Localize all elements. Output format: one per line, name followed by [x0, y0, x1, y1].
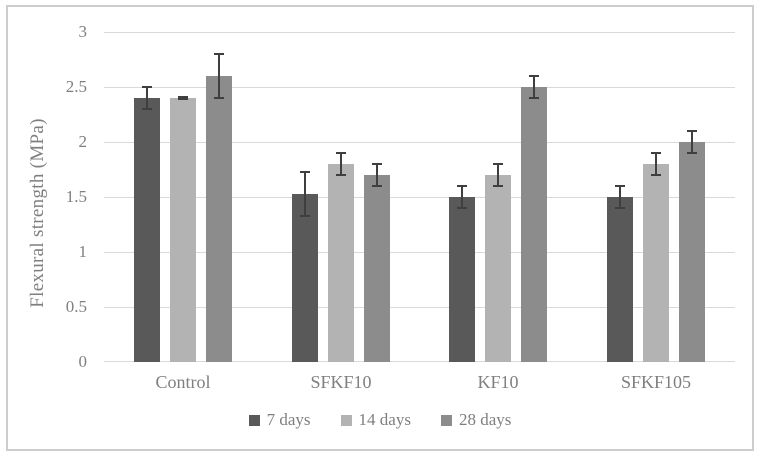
plot-area [104, 32, 735, 362]
error-bar-cap [529, 97, 539, 99]
error-bar-cap [457, 185, 467, 187]
error-bar [218, 54, 220, 98]
error-bar [376, 164, 378, 186]
error-bar [146, 87, 148, 109]
gridline [104, 197, 735, 198]
x-category-label: Control [155, 372, 211, 392]
error-bar-cap [214, 53, 224, 55]
error-bar-cap [300, 171, 310, 173]
error-bar-cap [615, 207, 625, 209]
legend-swatch-icon [440, 414, 452, 426]
error-bar-cap [336, 152, 346, 154]
bar-28-days [679, 142, 705, 362]
error-bar-cap [372, 185, 382, 187]
legend-swatch-icon [248, 414, 260, 426]
legend: 7 days 14 days 28 days [8, 410, 752, 430]
bar-7-days [607, 197, 633, 362]
error-bar [655, 153, 657, 175]
legend-label: 7 days [266, 410, 311, 429]
y-tick-label: 1 [78, 242, 88, 261]
legend-item: 7 days [248, 410, 311, 430]
bar-28-days [521, 87, 547, 362]
x-category-label: KF10 [477, 372, 519, 392]
error-bar-cap [651, 174, 661, 176]
legend-label: 14 days [358, 410, 411, 429]
bar-14-days [643, 164, 669, 362]
gridline [104, 252, 735, 253]
y-tick-label: 3 [78, 22, 88, 41]
gridline [104, 361, 735, 362]
error-bar [461, 186, 463, 208]
bar-14-days [170, 98, 196, 362]
error-bar [619, 186, 621, 208]
error-bar-cap [336, 174, 346, 176]
legend-swatch-icon [340, 414, 352, 426]
y-tick-label: 2 [78, 132, 88, 151]
gridline [104, 87, 735, 88]
error-bar-cap [178, 96, 188, 98]
error-bar-cap [142, 86, 152, 88]
error-bar-cap [615, 185, 625, 187]
error-bar-cap [178, 98, 188, 100]
error-bar-cap [372, 163, 382, 165]
y-tick-label: 1.5 [65, 187, 87, 206]
chart-figure: Flexural strength (MPa) 0 0.5 1 1.5 2 2.5 3 Co… [6, 5, 754, 451]
x-category-label: SFKF10 [310, 372, 372, 392]
error-bar-cap [687, 130, 697, 132]
error-bar-cap [529, 75, 539, 77]
gridline [104, 307, 735, 308]
error-bar [304, 172, 306, 216]
error-bar [340, 153, 342, 175]
y-tick-label: 0.5 [65, 297, 87, 316]
bar-14-days [485, 175, 511, 362]
error-bar-cap [300, 215, 310, 217]
bar-28-days [206, 76, 232, 362]
legend-item: 28 days [440, 410, 512, 430]
gridline [104, 32, 735, 33]
error-bar-cap [651, 152, 661, 154]
bar-28-days [364, 175, 390, 362]
error-bar-cap [687, 152, 697, 154]
error-bar-cap [457, 207, 467, 209]
bar-14-days [328, 164, 354, 362]
x-axis-category-labels: Control SFKF10 KF10 SFKF105 [104, 372, 735, 398]
legend-label: 28 days [458, 410, 512, 429]
error-bar-cap [493, 185, 503, 187]
error-bar [497, 164, 499, 186]
error-bar-cap [493, 163, 503, 165]
bar-7-days [292, 194, 318, 362]
bar-7-days [449, 197, 475, 362]
error-bar [691, 131, 693, 153]
x-category-label: SFKF105 [620, 372, 692, 392]
error-bar-cap [142, 108, 152, 110]
y-tick-label: 0 [78, 352, 88, 371]
legend-item: 14 days [340, 410, 411, 430]
error-bar [533, 76, 535, 98]
gridline [104, 142, 735, 143]
y-axis-tick-labels: 0 0.5 1 1.5 2 2.5 3 [8, 22, 88, 371]
y-tick-label: 2.5 [65, 77, 87, 96]
error-bar-cap [214, 97, 224, 99]
bar-7-days [134, 98, 160, 362]
